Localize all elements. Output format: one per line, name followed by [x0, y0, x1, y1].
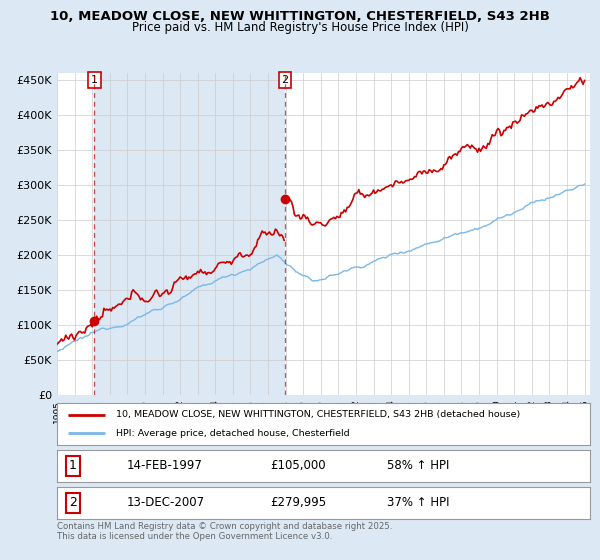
Text: 13-DEC-2007: 13-DEC-2007 [126, 496, 205, 510]
Text: 2: 2 [69, 496, 77, 510]
Text: 10, MEADOW CLOSE, NEW WHITTINGTON, CHESTERFIELD, S43 2HB: 10, MEADOW CLOSE, NEW WHITTINGTON, CHEST… [50, 10, 550, 22]
Text: 10, MEADOW CLOSE, NEW WHITTINGTON, CHESTERFIELD, S43 2HB (detached house): 10, MEADOW CLOSE, NEW WHITTINGTON, CHEST… [116, 410, 520, 419]
Text: HPI: Average price, detached house, Chesterfield: HPI: Average price, detached house, Ches… [116, 429, 349, 438]
Text: 1: 1 [69, 459, 77, 473]
Text: 1: 1 [91, 75, 98, 85]
Text: 37% ↑ HPI: 37% ↑ HPI [388, 496, 450, 510]
Text: 2: 2 [281, 75, 289, 85]
Text: Contains HM Land Registry data © Crown copyright and database right 2025.
This d: Contains HM Land Registry data © Crown c… [57, 522, 392, 542]
Text: £105,000: £105,000 [270, 459, 326, 473]
Bar [94, 73, 285, 395]
Text: 58% ↑ HPI: 58% ↑ HPI [388, 459, 450, 473]
Text: 14-FEB-1997: 14-FEB-1997 [126, 459, 202, 473]
Text: £279,995: £279,995 [270, 496, 326, 510]
Text: Price paid vs. HM Land Registry's House Price Index (HPI): Price paid vs. HM Land Registry's House … [131, 21, 469, 34]
